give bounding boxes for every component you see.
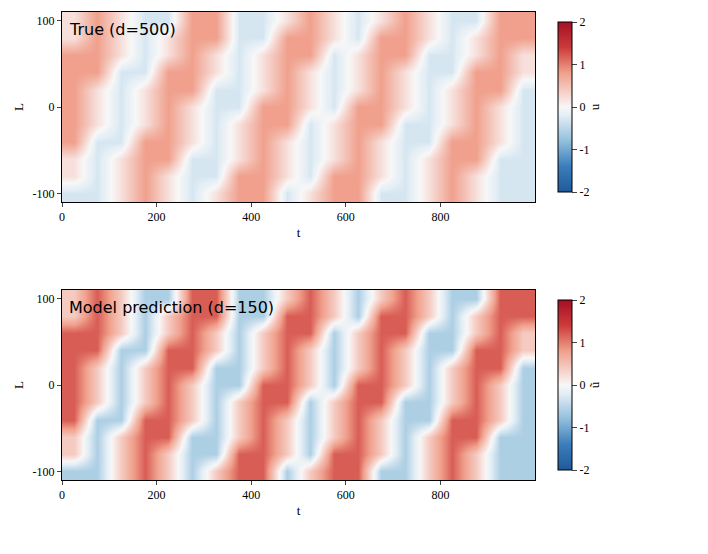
- svg-text:L: L: [11, 103, 26, 111]
- svg-text:-2: -2: [579, 185, 589, 199]
- svg-text:0: 0: [49, 100, 55, 114]
- svg-text:0: 0: [59, 488, 65, 502]
- svg-text:600: 600: [337, 488, 355, 502]
- svg-text:-2: -2: [579, 463, 589, 477]
- svg-text:-1: -1: [579, 143, 589, 157]
- svg-text:200: 200: [148, 488, 166, 502]
- svg-text:-1: -1: [579, 421, 589, 435]
- svg-text:-100: -100: [33, 465, 55, 479]
- svg-text:u: u: [587, 103, 602, 110]
- svg-text:800: 800: [431, 488, 449, 502]
- svg-text:Model prediction (d=150): Model prediction (d=150): [69, 298, 274, 317]
- svg-text:t: t: [297, 225, 301, 240]
- svg-text:2: 2: [579, 15, 585, 29]
- svg-text:True (d=500): True (d=500): [69, 20, 176, 39]
- svg-text:600: 600: [337, 210, 355, 224]
- svg-text:2: 2: [579, 293, 585, 307]
- svg-text:1: 1: [579, 336, 585, 350]
- svg-text:0: 0: [579, 378, 585, 392]
- svg-text:ũ: ũ: [587, 381, 602, 388]
- svg-text:100: 100: [37, 14, 55, 28]
- svg-text:t: t: [297, 503, 301, 518]
- svg-text:100: 100: [37, 292, 55, 306]
- svg-text:0: 0: [59, 210, 65, 224]
- svg-text:L: L: [11, 381, 26, 389]
- svg-text:0: 0: [579, 100, 585, 114]
- svg-text:400: 400: [242, 210, 260, 224]
- svg-text:200: 200: [148, 210, 166, 224]
- svg-text:800: 800: [431, 210, 449, 224]
- svg-text:-100: -100: [33, 187, 55, 201]
- svg-text:0: 0: [49, 378, 55, 392]
- svg-text:400: 400: [242, 488, 260, 502]
- svg-text:1: 1: [579, 58, 585, 72]
